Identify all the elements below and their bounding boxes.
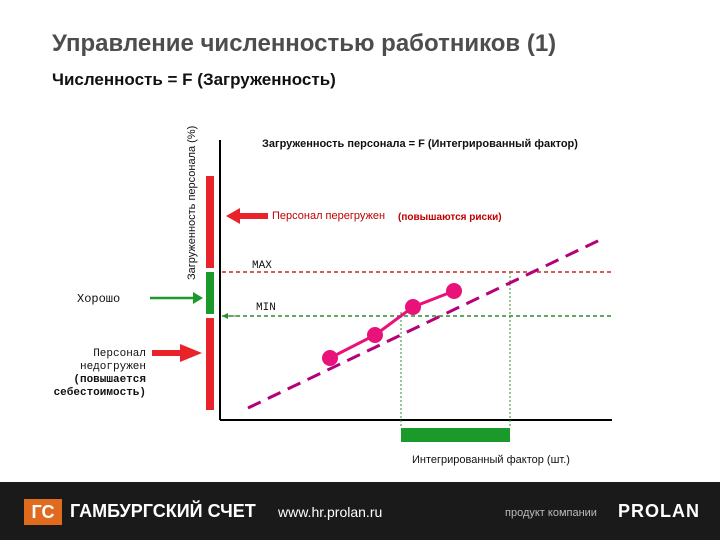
max-label: MAX: [252, 260, 272, 272]
optimal-factor-range: [401, 428, 510, 442]
good-label: Хорошо: [77, 292, 121, 306]
data-point: [322, 350, 338, 366]
underload-zone-bar: [206, 318, 214, 410]
overload-label: Персонал перегружен: [272, 210, 386, 222]
overload-arrow: [226, 208, 268, 224]
overload-zone-bar: [206, 176, 214, 268]
page-subtitle: Численность = F (Загруженность): [52, 70, 336, 89]
underload-label: Персонал недогружен (повышается себестои…: [30, 348, 146, 400]
underload-line: Персонал: [93, 348, 146, 360]
trend-line: [247, 236, 605, 410]
product-caption: продукт компании: [505, 507, 597, 519]
x-axis-label: Интегрированный фактор (шт.): [412, 454, 570, 466]
data-segment: [329, 289, 455, 360]
underload-line: недогружен: [79, 361, 146, 373]
data-point: [405, 299, 421, 315]
underload-line: (повышается: [73, 374, 146, 386]
data-point: [446, 283, 462, 299]
brand-name: ГАМБУРГСКИЙ СЧЕТ: [70, 501, 256, 521]
site-link[interactable]: www.hr.prolan.ru: [278, 504, 383, 520]
underload-line: себестоимость): [53, 387, 146, 399]
formula-label: Загруженность персонала = F (Интегрирова…: [262, 138, 578, 150]
good-zone-bar: [206, 272, 214, 314]
brand-logo: ГС: [24, 499, 62, 525]
min-label: MIN: [256, 302, 276, 314]
overload-note: (повышаются риски): [398, 212, 502, 223]
underload-arrow: [152, 344, 202, 362]
page-title: Управление численностью работников (1): [52, 30, 557, 57]
footer-bar: [0, 482, 720, 540]
good-arrow-head: [193, 292, 203, 304]
data-point: [367, 327, 383, 343]
company-logo: PROLAN: [618, 501, 700, 521]
min-arrow-head: [222, 313, 228, 319]
